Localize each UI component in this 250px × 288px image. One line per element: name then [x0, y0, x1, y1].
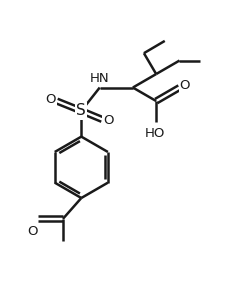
Text: O: O: [45, 93, 56, 106]
Text: O: O: [103, 114, 113, 127]
Text: S: S: [76, 103, 86, 118]
Text: O: O: [179, 79, 190, 92]
Text: HO: HO: [144, 127, 165, 140]
Text: O: O: [27, 225, 37, 238]
Text: HN: HN: [90, 72, 109, 85]
